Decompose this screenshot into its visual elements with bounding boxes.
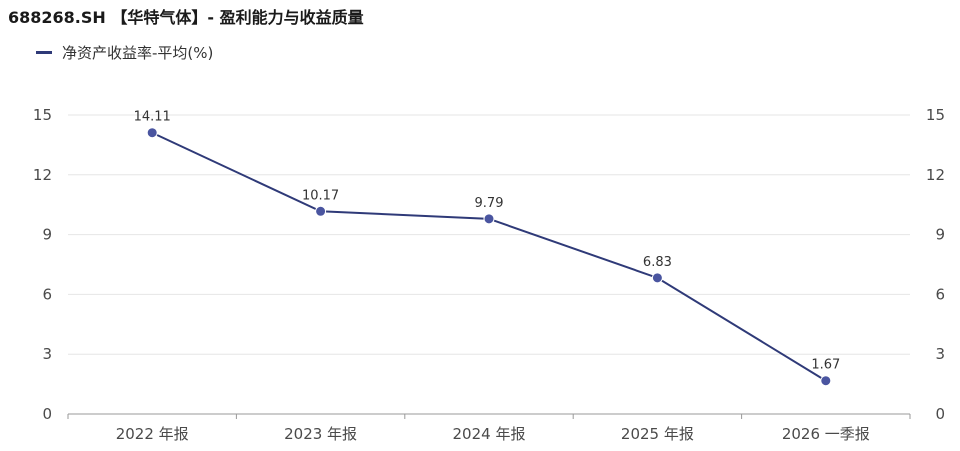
data-label: 6.83: [643, 255, 672, 270]
data-point: [483, 213, 495, 225]
legend[interactable]: 净资产收益率-平均(%): [36, 42, 213, 63]
y-tick-label-left: 3: [42, 345, 52, 363]
y-tick-label-right: 15: [926, 106, 945, 124]
chart-title: 688268.SH 【华特气体】- 盈利能力与收益质量: [8, 8, 364, 27]
data-label: 14.11: [134, 110, 171, 125]
data-point: [146, 127, 158, 139]
series-line: [151, 131, 827, 382]
y-tick-label-right: 0: [935, 405, 945, 423]
x-tick-label: 2025 年报: [621, 425, 694, 443]
y-tick-label-left: 0: [42, 405, 52, 423]
y-tick-label-left: 15: [33, 106, 52, 124]
legend-label: 净资产收益率-平均(%): [62, 44, 214, 62]
legend-swatch: [36, 51, 52, 54]
y-tick-label-left: 6: [42, 285, 52, 303]
y-tick-label-right: 12: [926, 166, 945, 184]
data-label: 10.17: [302, 188, 339, 203]
x-tick-label: 2023 年报: [284, 425, 357, 443]
x-tick-label: 2024 年报: [453, 425, 526, 443]
data-point: [820, 375, 832, 387]
data-label: 9.79: [475, 196, 504, 211]
data-label: 1.67: [811, 358, 840, 373]
x-tick-label: 2022 年报: [116, 425, 189, 443]
y-tick-label-left: 12: [33, 166, 52, 184]
data-point: [651, 272, 663, 284]
y-tick-label-right: 6: [935, 285, 945, 303]
x-tick-label: 2026 一季报: [782, 425, 870, 443]
y-tick-label-left: 9: [42, 226, 52, 244]
data-point: [315, 205, 327, 217]
y-tick-label-right: 3: [935, 345, 945, 363]
y-tick-label-right: 9: [935, 226, 945, 244]
